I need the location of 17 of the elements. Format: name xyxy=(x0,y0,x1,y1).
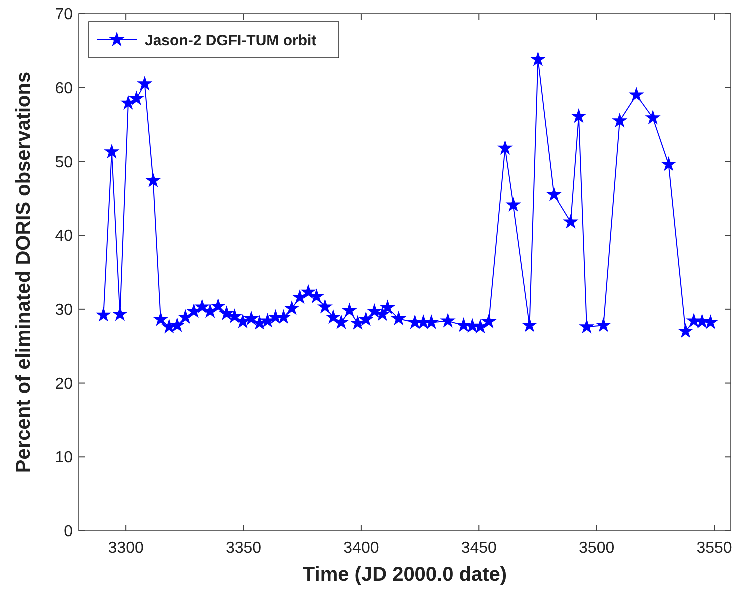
y-tick-label: 60 xyxy=(55,80,74,98)
x-tick-label: 3500 xyxy=(579,540,615,557)
y-tick-label: 30 xyxy=(55,302,74,320)
y-tick-label: 10 xyxy=(55,450,74,467)
x-tick-label: 3550 xyxy=(696,540,732,557)
x-tick-label: 3300 xyxy=(108,540,144,557)
legend-label: Jason-2 DGFI-TUM orbit xyxy=(145,32,317,50)
x-tick-label: 3350 xyxy=(226,540,262,557)
y-tick-label: 40 xyxy=(55,228,74,246)
x-axis-title: Time (JD 2000.0 date) xyxy=(302,564,508,586)
y-tick-label: 70 xyxy=(55,6,74,24)
y-tick-label: 50 xyxy=(55,154,74,172)
y-tick-label: 20 xyxy=(55,376,74,393)
y-tick-label: 0 xyxy=(64,524,74,541)
x-tick-label: 3450 xyxy=(461,540,498,557)
x-tick-label: 3400 xyxy=(344,540,380,557)
y-axis-title: Percent of eliminated DORIS observations xyxy=(13,72,35,474)
